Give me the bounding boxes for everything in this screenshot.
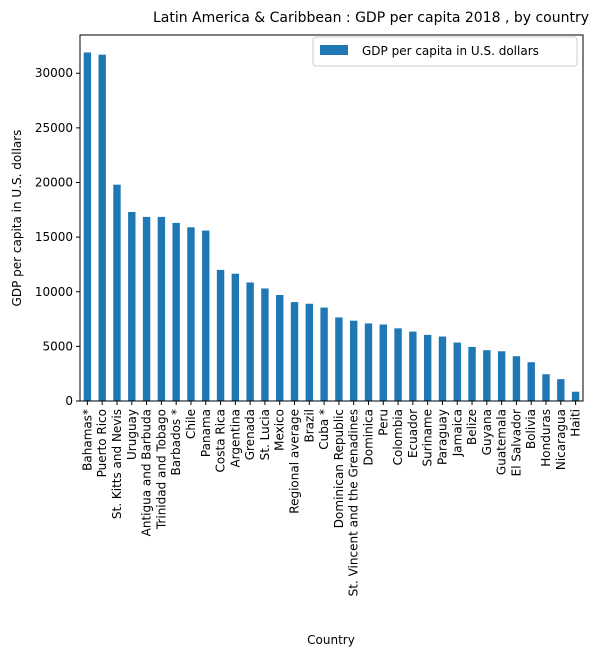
x-tick-label: Regional average xyxy=(288,409,302,514)
legend-swatch xyxy=(320,45,348,55)
chart-title: Latin America & Caribbean : GDP per capi… xyxy=(153,10,589,26)
bar xyxy=(512,356,521,401)
y-tick-label: 15000 xyxy=(35,230,73,244)
bar xyxy=(216,269,225,401)
bar xyxy=(571,391,580,401)
y-axis-title: GDP per capita in U.S. dollars xyxy=(10,130,24,307)
bar xyxy=(542,374,550,401)
x-tick-label: Uruguay xyxy=(125,409,139,460)
legend-label: GDP per capita in U.S. dollars xyxy=(362,44,539,58)
x-tick-label: Suriname xyxy=(421,409,435,467)
y-tick-label: 10000 xyxy=(35,285,73,299)
x-tick-label: Bolivia xyxy=(524,409,538,449)
x-tick-label: Mexico xyxy=(273,409,287,451)
y-tick-label: 0 xyxy=(65,394,73,408)
bar xyxy=(483,350,491,401)
bar xyxy=(276,295,284,401)
x-tick-label: Antigua and Barbuda xyxy=(140,409,154,536)
x-tick-label: St. Vincent and the Grenadines xyxy=(347,409,361,596)
x-tick-label: Cuba * xyxy=(317,409,331,450)
x-tick-label: Paraguay xyxy=(435,409,449,465)
x-tick-label: Guyana xyxy=(480,409,494,455)
bar xyxy=(83,52,92,401)
x-tick-label: Peru xyxy=(376,409,390,436)
bar xyxy=(128,211,136,401)
y-tick-label: 20000 xyxy=(35,175,73,189)
x-tick-label: Panama xyxy=(199,409,213,457)
x-tick-label: Puerto Rico xyxy=(95,409,109,477)
x-tick-label: Costa Rica xyxy=(214,409,228,472)
bar xyxy=(261,288,269,401)
x-tick-label: St. Kitts and Nevis xyxy=(110,409,124,519)
x-tick-label: Dominican Republic xyxy=(332,409,346,528)
x-axis-title: Country xyxy=(307,633,355,647)
x-tick-label: St. Lucia xyxy=(258,409,272,460)
y-tick-label: 25000 xyxy=(35,121,73,135)
bar xyxy=(187,227,195,401)
bar xyxy=(364,323,373,401)
bar xyxy=(113,184,121,401)
bar xyxy=(379,324,387,401)
x-axis: Bahamas* Puerto Rico St. Kitts and Nevis Ur… xyxy=(80,401,583,596)
bar xyxy=(527,362,535,401)
bar xyxy=(246,282,254,401)
bar xyxy=(172,222,180,401)
bar xyxy=(394,328,402,401)
x-tick-label: El Salvador xyxy=(509,409,523,476)
bar xyxy=(305,303,314,401)
x-tick-label: Argentina xyxy=(228,409,242,468)
x-tick-label: Jamaica xyxy=(450,409,464,457)
bars-group xyxy=(83,52,580,402)
x-tick-label: Belize xyxy=(465,409,479,445)
x-tick-label: Dominica xyxy=(361,409,375,466)
legend-frame xyxy=(312,36,578,67)
x-tick-label: Barbados * xyxy=(169,409,183,476)
bar xyxy=(409,331,417,401)
bar xyxy=(423,334,432,401)
x-tick-label: Guatemala xyxy=(495,409,509,475)
y-tick-label: 5000 xyxy=(42,339,73,353)
x-tick-label: Honduras xyxy=(539,409,553,467)
bar xyxy=(231,273,240,401)
x-tick-label: Chile xyxy=(184,409,198,439)
bar xyxy=(142,216,151,401)
x-tick-label: Ecuador xyxy=(406,409,420,458)
y-tick-label: 30000 xyxy=(35,66,73,80)
x-tick-label: Bahamas* xyxy=(80,409,94,471)
x-tick-label: Brazil xyxy=(302,409,316,443)
bar xyxy=(468,346,476,401)
x-tick-label: Trinidad and Tobago xyxy=(154,409,168,530)
bar xyxy=(335,317,343,401)
bar xyxy=(557,379,565,401)
x-tick-label: Grenada xyxy=(243,409,257,460)
y-axis: 0 5000 10000 15000 20000 25000 30000 xyxy=(35,66,80,408)
plot-frame xyxy=(79,34,584,402)
bar xyxy=(202,230,210,401)
x-tick-label: Haiti xyxy=(569,409,583,437)
bar xyxy=(453,342,461,401)
bar xyxy=(349,320,358,401)
bar xyxy=(320,307,328,401)
bar xyxy=(157,216,166,401)
x-tick-label: Nicaragua xyxy=(554,409,568,470)
bar xyxy=(438,336,447,401)
bar xyxy=(290,302,299,401)
legend: GDP per capita in U.S. dollars xyxy=(312,36,578,67)
bar xyxy=(497,351,506,401)
x-tick-label: Colombia xyxy=(391,409,405,465)
bar xyxy=(98,54,106,402)
